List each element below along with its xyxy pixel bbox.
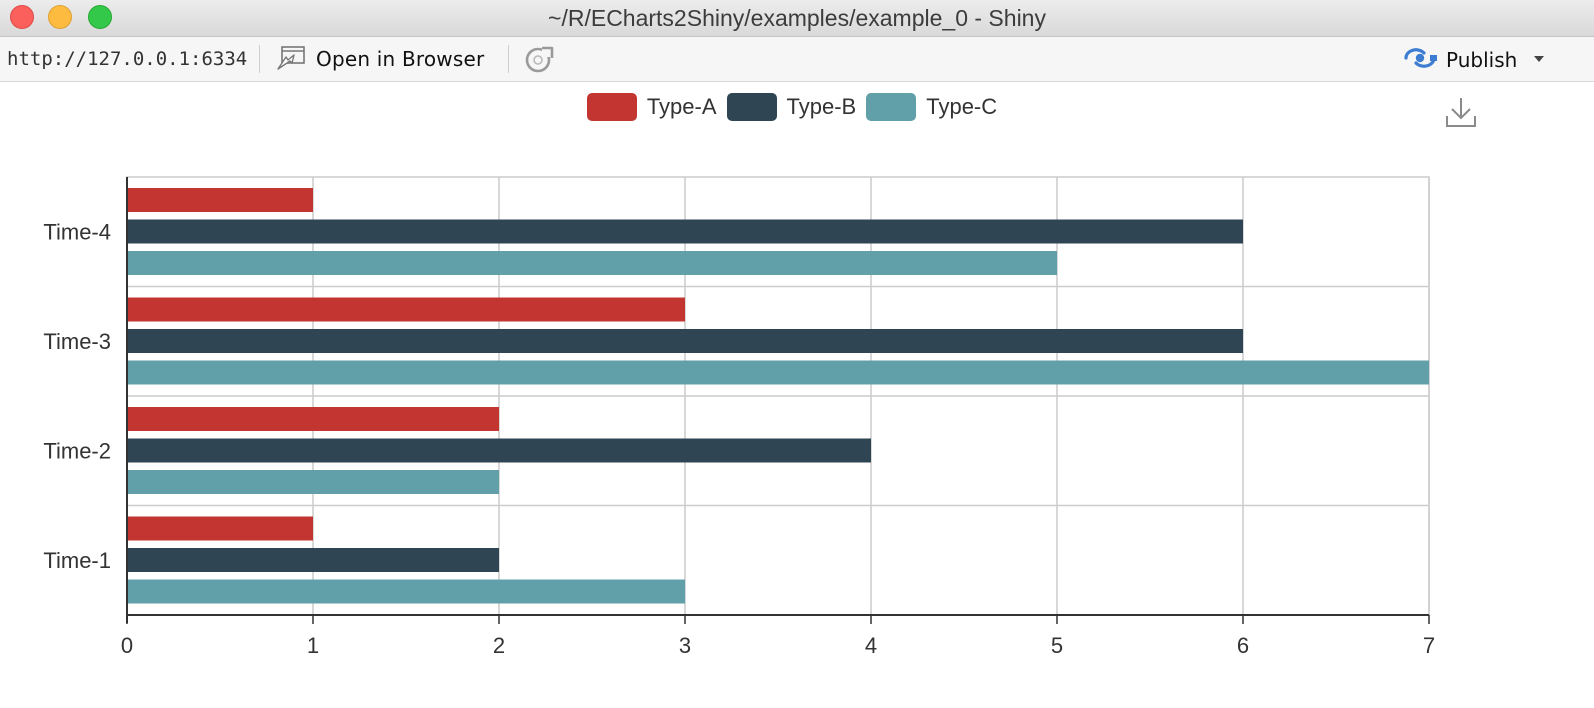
download-icon [1443, 98, 1479, 134]
y-tick-label: Time-3 [43, 329, 111, 354]
toolbar-divider [259, 45, 260, 73]
legend-label: Type-B [786, 94, 857, 119]
bar-type-a-time-3 [127, 297, 685, 322]
legend-swatch [586, 93, 637, 121]
publish-icon [1402, 45, 1438, 76]
bar-type-b-time-2 [127, 438, 871, 463]
legend-label: Type-A [646, 94, 717, 119]
legend-swatch [866, 93, 917, 121]
window-title: ~/R/ECharts2Shiny/examples/example_0 - S… [548, 5, 1046, 31]
chevron-down-icon[interactable] [1533, 51, 1545, 69]
y-tick-label: Time-4 [43, 220, 111, 245]
viewer-toolbar: http://127.0.0.1:6334 Open in Browser [0, 37, 1594, 82]
toolbar-divider [508, 45, 509, 73]
legend-item-type-c[interactable]: Type-C [866, 92, 997, 122]
maximize-window-button[interactable] [88, 5, 112, 29]
window-titlebar: ~/R/ECharts2Shiny/examples/example_0 - S… [0, 0, 1594, 37]
legend-swatch [726, 93, 777, 121]
publish-label: Publish [1446, 48, 1518, 72]
x-tick-label: 7 [1423, 633, 1435, 658]
chart-legend: Type-A Type-B Type-C [0, 92, 1594, 122]
x-tick-label: 6 [1237, 633, 1249, 658]
x-tick-label: 0 [121, 633, 133, 658]
publish-button[interactable]: Publish [1402, 43, 1545, 77]
x-tick-label: 2 [493, 633, 505, 658]
close-window-button[interactable] [10, 5, 34, 29]
refresh-icon [522, 45, 556, 79]
legend-item-type-b[interactable]: Type-B [726, 92, 857, 122]
url-display[interactable]: http://127.0.0.1:6334 [7, 48, 248, 70]
x-tick-label: 3 [679, 633, 691, 658]
x-tick-label: 4 [865, 633, 877, 658]
open-in-browser-button[interactable]: Open in Browser [276, 43, 484, 75]
browser-window-icon [276, 43, 308, 76]
minimize-window-button[interactable] [48, 5, 72, 29]
legend-item-type-a[interactable]: Type-A [586, 92, 717, 122]
bar-type-a-time-1 [127, 516, 313, 541]
bar-type-a-time-4 [127, 188, 313, 212]
y-tick-label: Time-1 [43, 548, 111, 573]
x-tick-label: 5 [1051, 633, 1063, 658]
bar-type-b-time-1 [127, 548, 499, 572]
open-in-browser-label: Open in Browser [316, 47, 485, 71]
bar-type-c-time-1 [127, 579, 685, 604]
bar-type-a-time-2 [127, 407, 499, 431]
bar-type-b-time-3 [127, 329, 1243, 353]
x-tick-label: 1 [307, 633, 319, 658]
bar-type-c-time-3 [127, 360, 1429, 385]
legend-label: Type-C [926, 94, 998, 119]
y-tick-label: Time-2 [43, 439, 111, 464]
bar-type-c-time-4 [127, 251, 1057, 275]
refresh-button[interactable] [522, 45, 556, 75]
download-button[interactable] [1443, 96, 1479, 130]
bar-type-c-time-2 [127, 470, 499, 494]
bar-type-b-time-4 [127, 219, 1243, 244]
